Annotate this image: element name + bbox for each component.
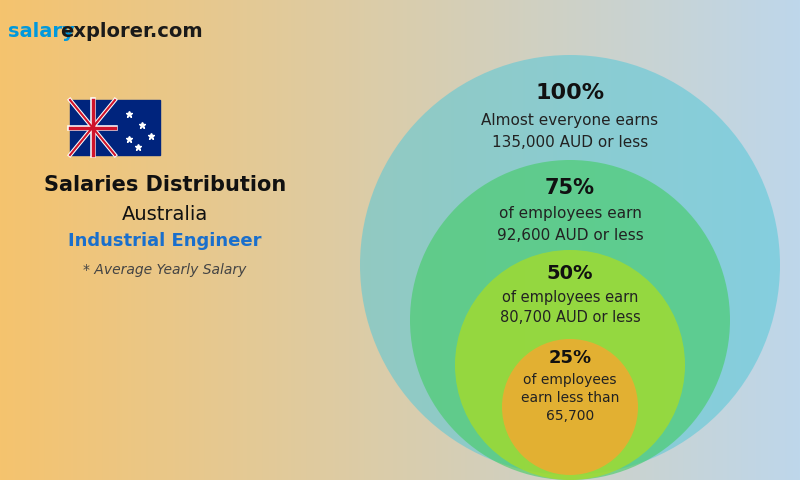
- Circle shape: [410, 160, 730, 480]
- Text: salary: salary: [8, 22, 74, 41]
- Text: of employees earn: of employees earn: [498, 206, 642, 221]
- Text: earn less than: earn less than: [521, 391, 619, 405]
- Text: Almost everyone earns: Almost everyone earns: [482, 113, 658, 128]
- Text: 80,700 AUD or less: 80,700 AUD or less: [500, 310, 640, 325]
- Text: Industrial Engineer: Industrial Engineer: [68, 232, 262, 250]
- Text: explorer.com: explorer.com: [60, 22, 202, 41]
- Text: of employees earn: of employees earn: [502, 290, 638, 305]
- Text: 100%: 100%: [535, 83, 605, 103]
- Text: 92,600 AUD or less: 92,600 AUD or less: [497, 228, 643, 243]
- Text: Salaries Distribution: Salaries Distribution: [44, 175, 286, 195]
- Text: 50%: 50%: [546, 264, 594, 283]
- Text: * Average Yearly Salary: * Average Yearly Salary: [83, 263, 246, 277]
- Circle shape: [502, 339, 638, 475]
- Circle shape: [455, 250, 685, 480]
- Text: 135,000 AUD or less: 135,000 AUD or less: [492, 135, 648, 150]
- Text: 75%: 75%: [545, 178, 595, 198]
- Text: 25%: 25%: [549, 349, 591, 367]
- Bar: [70, 100, 160, 155]
- Text: 65,700: 65,700: [546, 409, 594, 423]
- Text: Australia: Australia: [122, 205, 208, 224]
- Text: of employees: of employees: [523, 373, 617, 387]
- Circle shape: [360, 55, 780, 475]
